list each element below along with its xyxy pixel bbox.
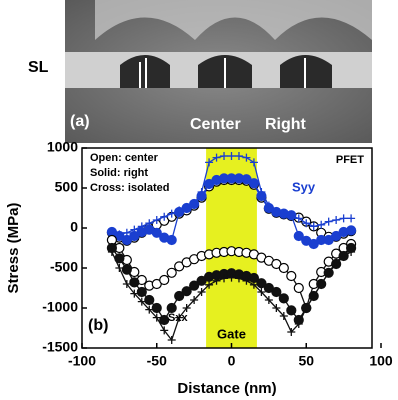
x-axis-title: Distance (nm)	[177, 380, 276, 397]
panel-label: (a)	[70, 113, 90, 130]
y-tick-label: -500	[50, 259, 78, 275]
legend-text: Cross: isolated	[90, 182, 169, 194]
right-label: Right	[265, 116, 307, 133]
solid-marker	[130, 278, 139, 287]
solid-marker	[122, 265, 131, 274]
solid-marker	[137, 288, 146, 297]
solid-marker	[167, 236, 176, 245]
gate-label: Gate	[217, 326, 246, 341]
sl-label: SL	[28, 59, 49, 76]
solid-marker	[347, 226, 356, 235]
panel-a: SL (a) Center Right	[28, 0, 372, 143]
y-tick-label: -1000	[42, 299, 78, 315]
open-marker	[279, 264, 288, 273]
cross-marker	[340, 214, 348, 222]
panel-label: (b)	[88, 317, 108, 334]
cross-marker	[325, 218, 333, 226]
open-marker	[167, 268, 176, 277]
legend-text: Open: center	[90, 152, 159, 164]
figure: SL (a) Center Right -1500-1000-500050010…	[0, 0, 398, 400]
x-tick-label: -50	[147, 353, 167, 369]
solid-marker	[145, 296, 154, 305]
center-label: Center	[190, 116, 241, 133]
open-marker	[287, 272, 296, 281]
y-axis-title: Stress (MPa)	[5, 203, 22, 294]
x-tick-label: -100	[68, 353, 96, 369]
y-tick-label: 500	[55, 179, 79, 195]
x-tick-label: 0	[228, 353, 236, 369]
open-marker	[160, 276, 169, 285]
open-marker	[294, 284, 303, 293]
solid-marker	[287, 306, 296, 315]
y-tick-label: 1000	[47, 139, 78, 155]
solid-marker	[272, 288, 281, 297]
x-tick-label: 50	[298, 353, 314, 369]
solid-marker	[152, 304, 161, 313]
solid-marker	[249, 179, 258, 188]
x-tick-label: 100	[369, 353, 393, 369]
sxx-label: Sxx	[168, 312, 188, 324]
y-tick-label: 0	[70, 219, 78, 235]
cross-marker	[347, 214, 355, 222]
legend-text: Solid: right	[90, 167, 148, 179]
solid-marker	[279, 294, 288, 303]
device-label: PFET	[336, 154, 364, 166]
cross-marker	[332, 216, 340, 224]
syy-label: Syy	[292, 179, 316, 194]
